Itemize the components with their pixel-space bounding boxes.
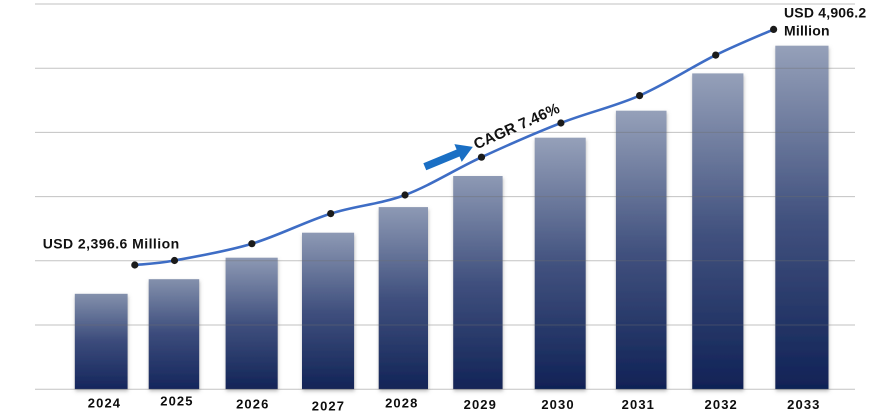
svg-text:2029: 2029: [464, 397, 497, 412]
svg-text:USD 4,906.2: USD 4,906.2: [784, 4, 866, 20]
svg-text:2024: 2024: [88, 396, 121, 411]
svg-text:2028: 2028: [385, 396, 418, 411]
svg-text:2032: 2032: [705, 397, 738, 412]
svg-text:2027: 2027: [312, 399, 345, 414]
svg-text:2030: 2030: [541, 397, 574, 412]
svg-text:2033: 2033: [787, 397, 820, 412]
svg-text:2026: 2026: [236, 396, 269, 411]
svg-text:2031: 2031: [622, 397, 655, 412]
svg-text:USD 2,396.6 Million: USD 2,396.6 Million: [43, 236, 180, 252]
svg-text:2025: 2025: [160, 394, 193, 409]
svg-text:Million: Million: [784, 23, 830, 39]
